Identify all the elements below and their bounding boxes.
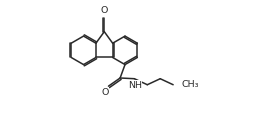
Text: NH: NH (128, 81, 142, 89)
Text: CH₃: CH₃ (182, 80, 199, 89)
Text: O: O (101, 88, 109, 97)
Text: O: O (101, 6, 108, 15)
